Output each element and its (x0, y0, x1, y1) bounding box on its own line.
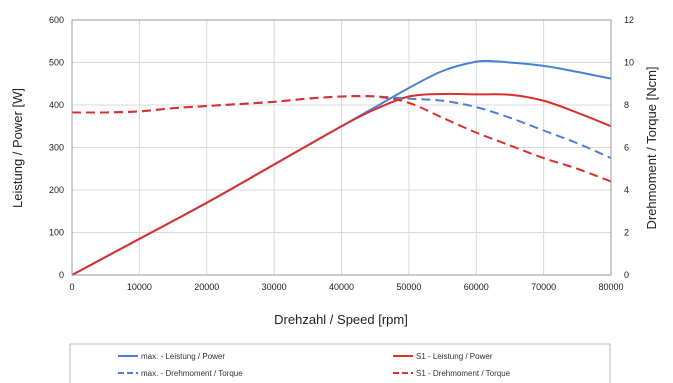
y-right-tick-label: 4 (624, 185, 629, 195)
y-right-tick-labels: 0 2 4 6 8 10 12 (624, 15, 634, 280)
y-left-tick-label: 600 (49, 15, 64, 25)
y-left-tick-label: 100 (49, 228, 64, 238)
y-left-tick-label: 500 (49, 58, 64, 68)
x-tick-label: 40000 (329, 282, 354, 292)
x-tick-label: 20000 (194, 282, 219, 292)
x-tick-label: 10000 (127, 282, 152, 292)
x-tick-labels: 0 10000 20000 30000 40000 50000 60000 70000 8000… (69, 282, 623, 292)
x-axis-title: Drehzahl / Speed [rpm] (274, 312, 408, 327)
x-tick-label: 0 (69, 282, 74, 292)
x-tick-label: 50000 (396, 282, 421, 292)
y-left-tick-label: 400 (49, 100, 64, 110)
y-right-tick-label: 6 (624, 143, 629, 153)
series-layer (71, 59, 612, 276)
y-left-axis-title: Leistung / Power [W] (10, 88, 25, 208)
plot-frame (71, 19, 612, 276)
y-left-tick-label: 200 (49, 185, 64, 195)
y-right-tick-label: 2 (624, 228, 629, 238)
legend-label-s1-torque: S1 - Drehmoment / Torque (416, 369, 511, 378)
y-left-tick-label: 300 (49, 143, 64, 153)
y-right-tick-label: 0 (624, 270, 629, 280)
y-right-tick-label: 10 (624, 58, 634, 68)
legend-label-max-torque: max. - Drehmoment / Torque (141, 369, 243, 378)
x-tick-label: 80000 (598, 282, 623, 292)
y-right-axis-title: Drehmoment / Torque [Ncm] (644, 66, 659, 229)
legend: max. - Leistung / Power S1 - Leistung / … (69, 343, 611, 383)
legend-box (69, 343, 611, 383)
x-tick-label: 70000 (531, 282, 556, 292)
legend-label-max-power: max. - Leistung / Power (141, 352, 225, 361)
y-left-tick-labels: 0 100 200 300 400 500 600 (49, 15, 64, 280)
x-tick-label: 60000 (464, 282, 489, 292)
y-right-tick-label: 8 (624, 100, 629, 110)
y-right-tick-label: 12 (624, 15, 634, 25)
series-line-s1-power (71, 92, 612, 276)
series-line-s1-torque (71, 94, 612, 183)
x-tick-label: 30000 (262, 282, 287, 292)
y-left-tick-label: 0 (59, 270, 64, 280)
legend-label-s1-power: S1 - Leistung / Power (416, 352, 493, 361)
